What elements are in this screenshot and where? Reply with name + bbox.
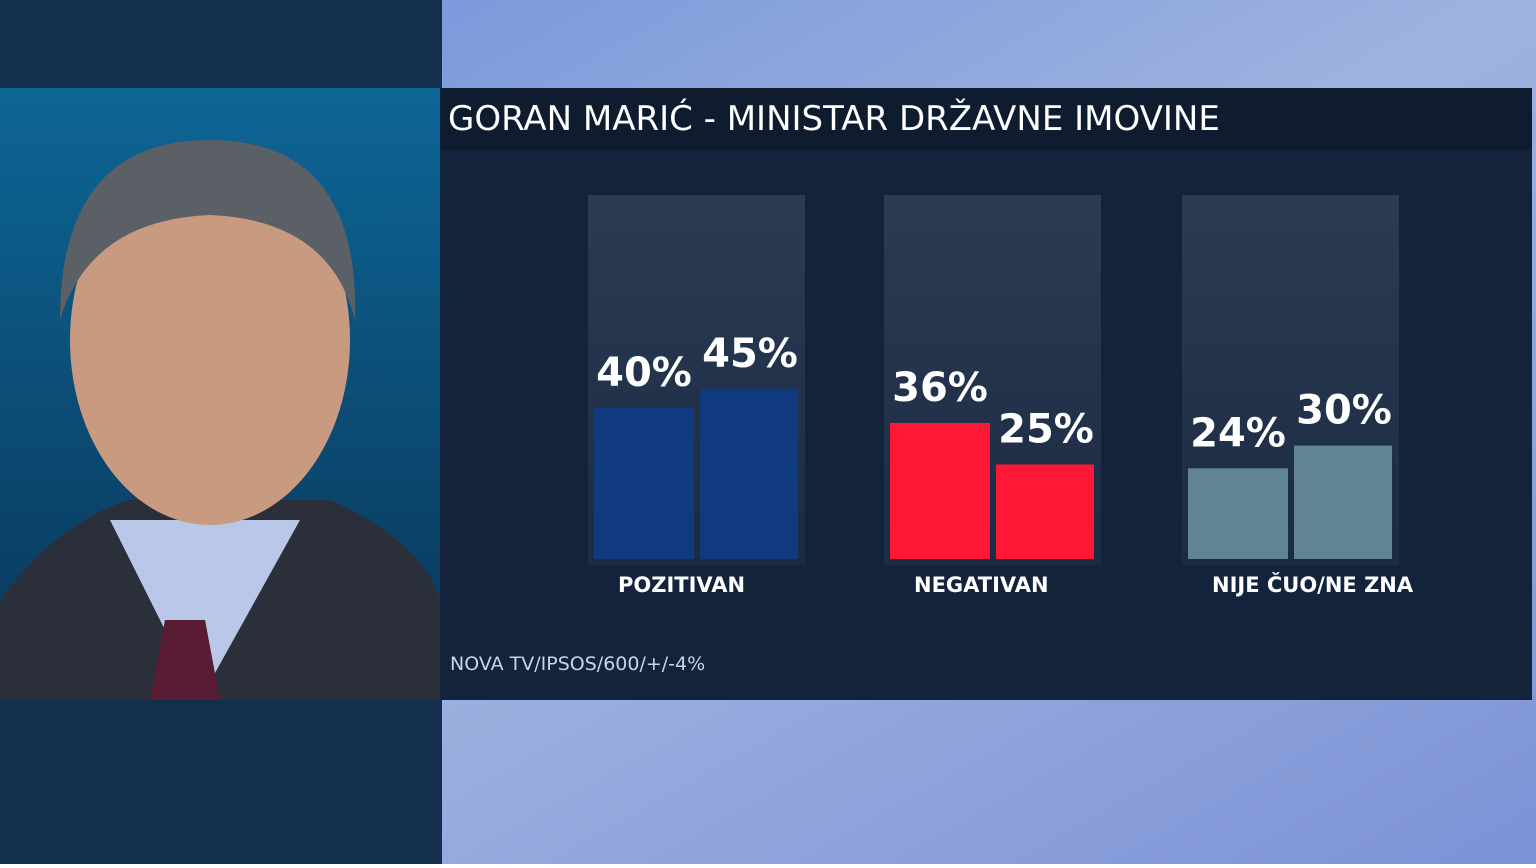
portrait: [0, 140, 440, 700]
bar: [1188, 468, 1288, 559]
bar: [594, 407, 694, 559]
category-label: POZITIVAN: [618, 573, 745, 597]
value-label: 30%: [1296, 388, 1392, 434]
bar: [890, 422, 990, 559]
source-note: NOVA TV/IPSOS/600/+/-4%: [450, 653, 705, 675]
value-label: 25%: [998, 407, 1094, 453]
category-label: NEGATIVAN: [914, 573, 1049, 597]
bar: [996, 464, 1094, 559]
value-label: 45%: [702, 331, 798, 377]
chart-title: GORAN MARIĆ - MINISTAR DRŽAVNE IMOVINE: [448, 98, 1220, 139]
value-label: 40%: [596, 350, 692, 396]
category-label: NIJE ČUO/NE ZNA: [1212, 572, 1414, 597]
value-label: 24%: [1190, 410, 1286, 456]
bar: [700, 388, 798, 559]
value-label: 36%: [892, 365, 988, 411]
title-bar: [440, 88, 1532, 150]
bar: [1294, 445, 1392, 559]
